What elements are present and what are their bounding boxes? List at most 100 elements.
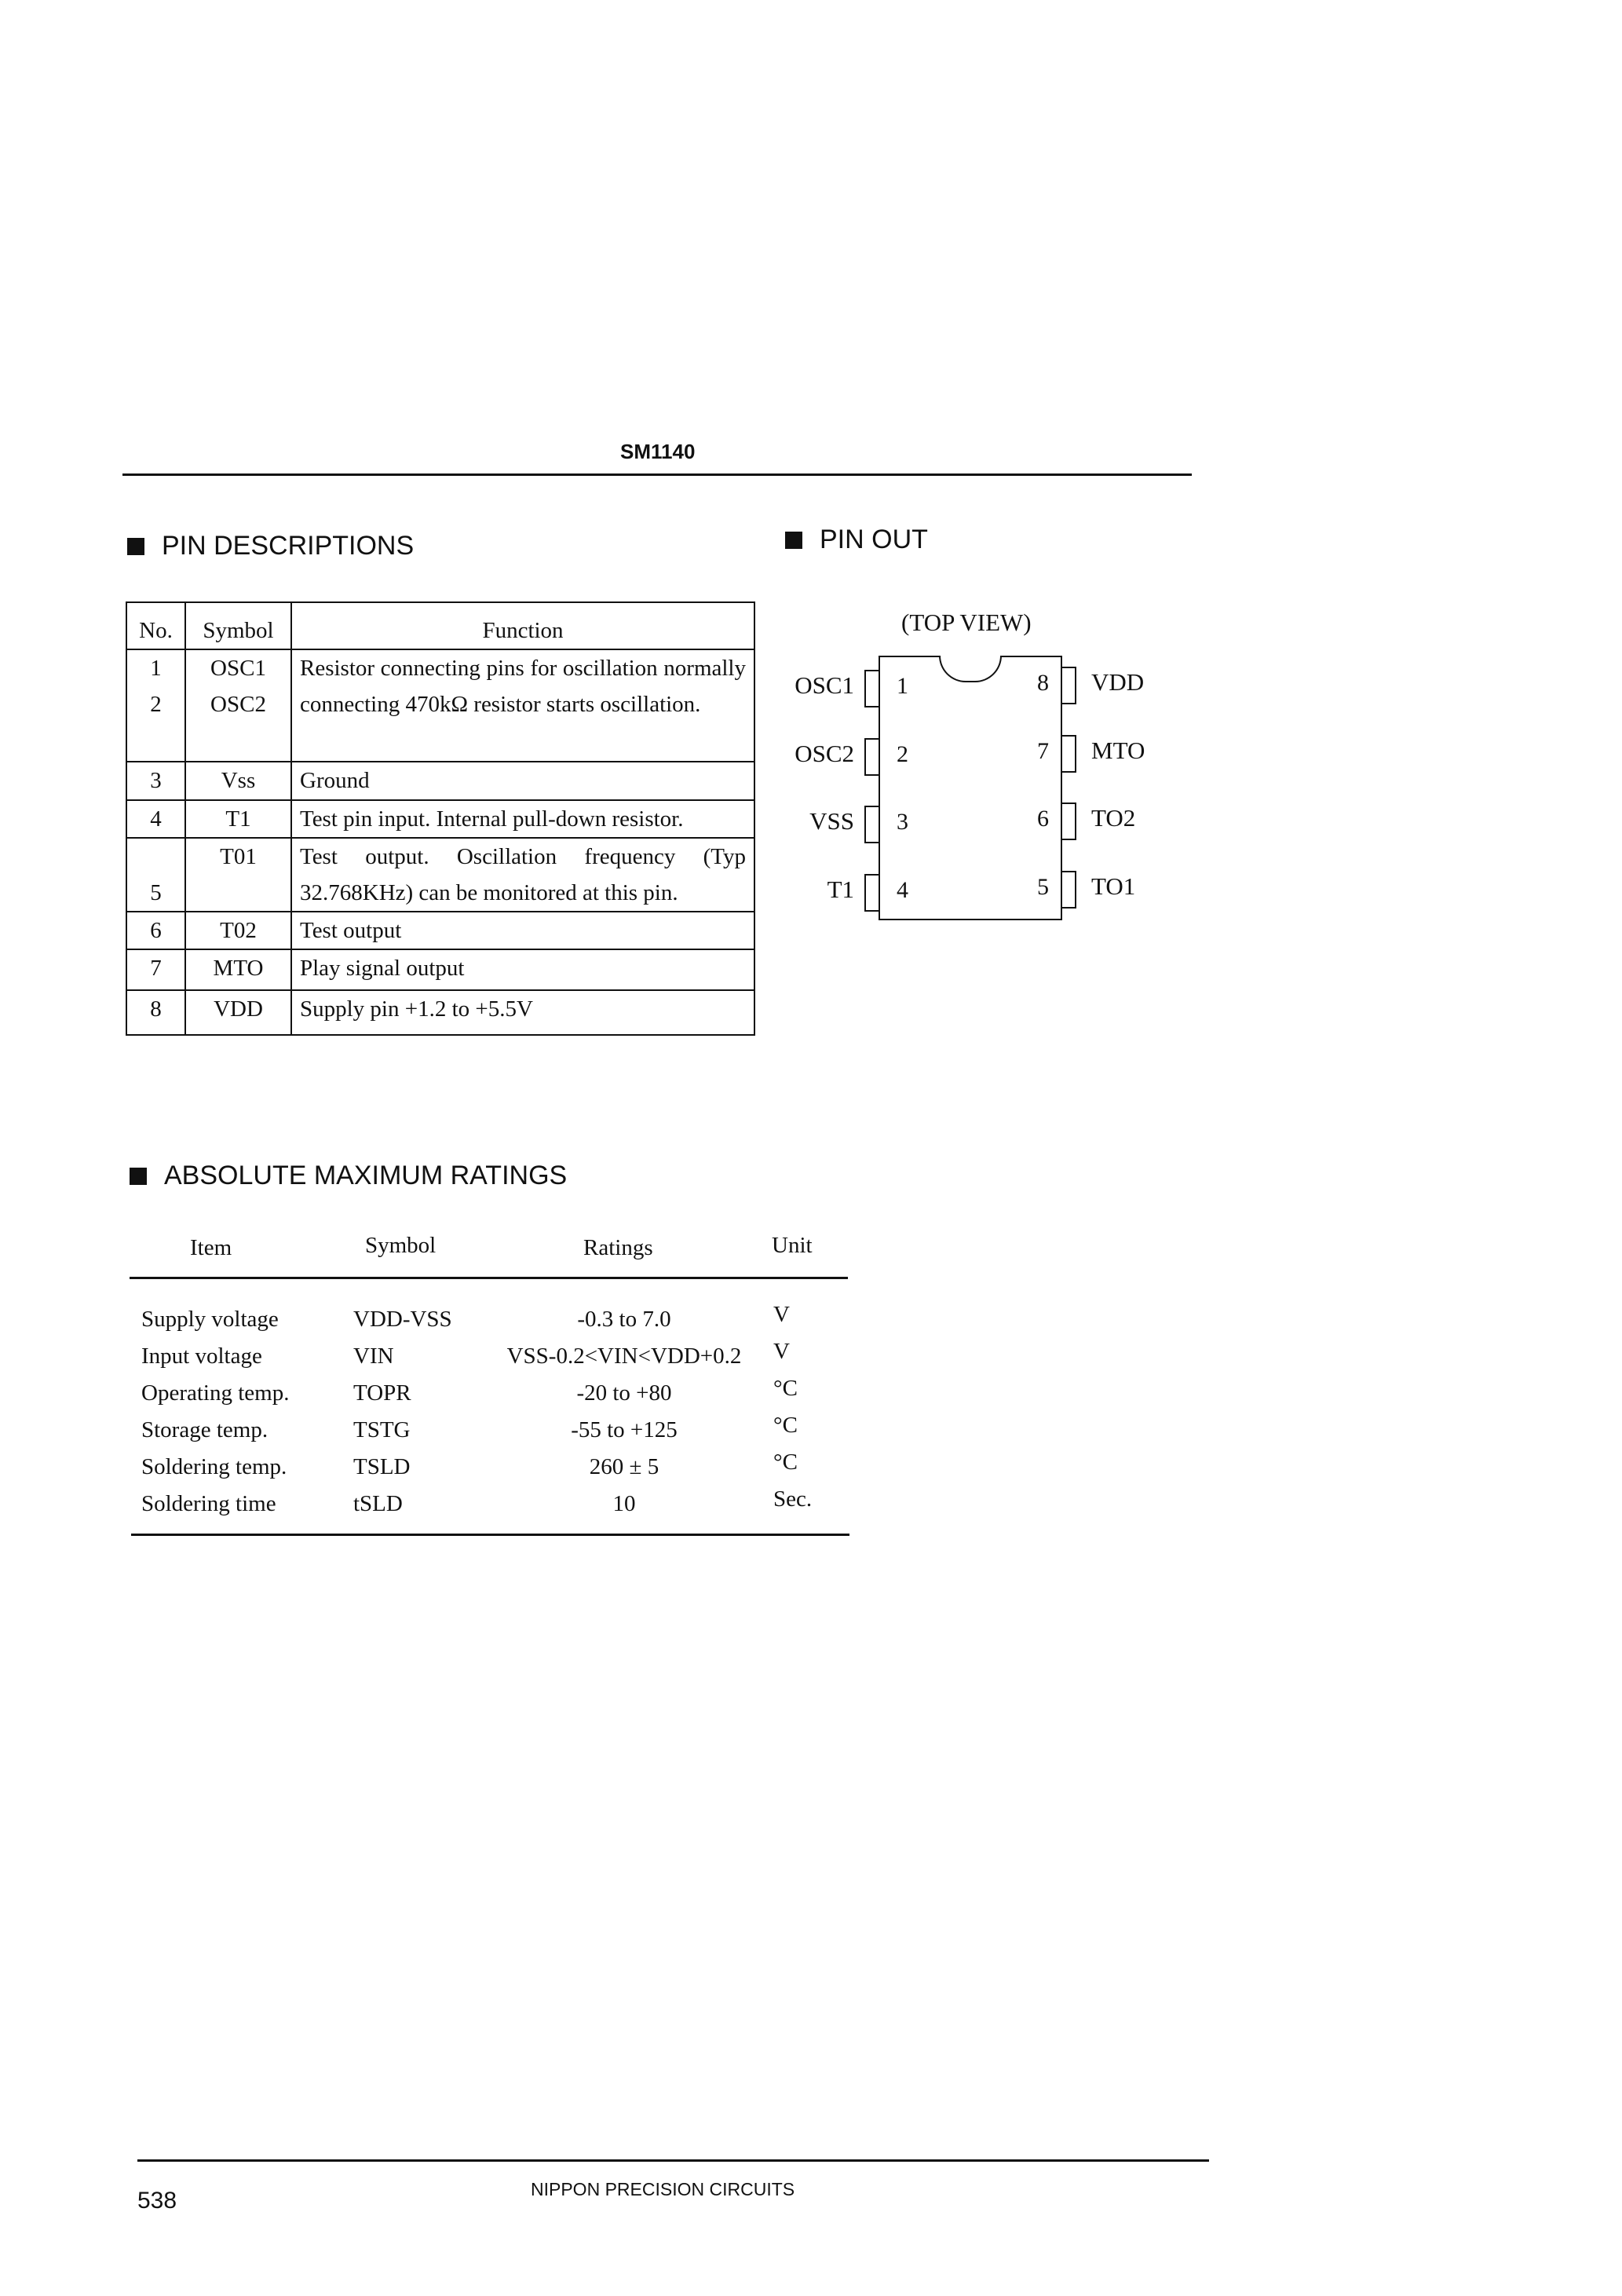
- pin-lead: [1061, 803, 1076, 840]
- pin-no: 4: [126, 799, 186, 839]
- pin-function: Ground: [290, 761, 755, 801]
- rating: 10: [612, 1491, 636, 1516]
- pin-descriptions-heading: PIN DESCRIPTIONS: [127, 531, 414, 561]
- pin-lead: [1061, 667, 1076, 704]
- heading-text: ABSOLUTE MAXIMUM RATINGS: [164, 1161, 568, 1190]
- part-number-header: SM1140: [620, 440, 696, 463]
- table-row: 7 MTO Play signal output: [126, 949, 755, 991]
- col-symbol: Symbol: [184, 601, 292, 650]
- pin-number: 7: [1037, 738, 1049, 764]
- bullet-square-icon: [785, 531, 802, 549]
- symbol: TOPR: [353, 1380, 411, 1406]
- symbol: TSLD: [353, 1454, 411, 1479]
- pin-no: 8: [126, 989, 186, 1036]
- unit: V: [773, 1302, 790, 1327]
- unit: V: [773, 1339, 790, 1364]
- bullet-square-icon: [130, 1167, 147, 1185]
- pin-number: 3: [897, 809, 908, 835]
- pin-function: Test output: [290, 911, 755, 950]
- pin-lead: [1061, 871, 1076, 909]
- pin-number: 2: [897, 741, 908, 767]
- pin-name: VSS: [809, 807, 854, 835]
- col-symbol: Symbol: [365, 1233, 437, 1258]
- pin-lead: [864, 738, 880, 776]
- table-row: 3 Vss Ground: [126, 761, 755, 801]
- pin-name: T1: [827, 876, 854, 903]
- item: Soldering time: [141, 1491, 276, 1516]
- pin-lead: [1061, 735, 1076, 773]
- pin-name: VDD: [1091, 668, 1145, 696]
- col-unit: Unit: [772, 1233, 813, 1258]
- pin-name: MTO: [1091, 737, 1145, 764]
- pin-name: OSC2: [795, 740, 854, 767]
- pin-name: TO2: [1091, 804, 1136, 832]
- heading-text: PIN DESCRIPTIONS: [162, 531, 415, 561]
- table-header-row: No. Symbol Function: [126, 601, 755, 650]
- header-rule: [122, 473, 1192, 476]
- table-row: 4 T1 Test pin input. Internal pull-down …: [126, 799, 755, 839]
- col-item: Item: [190, 1235, 232, 1260]
- pin-out-heading: PIN OUT: [785, 525, 928, 555]
- table-rule: [131, 1534, 849, 1536]
- rating: 260 ± 5: [589, 1454, 659, 1479]
- pin-name: TO1: [1091, 872, 1136, 900]
- rating: -55 to +125: [571, 1417, 678, 1442]
- pin-symbol: T01: [184, 837, 292, 912]
- pin-function: Test pin input. Internal pull-down resis…: [290, 799, 755, 839]
- pin-number: 1: [897, 673, 908, 699]
- symbol: VDD-VSS: [353, 1307, 452, 1332]
- dip8-package: [879, 656, 1062, 920]
- heading-text: PIN OUT: [820, 525, 928, 554]
- pin-number: 8: [1037, 670, 1049, 696]
- pin-lead: [864, 670, 880, 707]
- unit: °C: [773, 1450, 798, 1475]
- pin-no: 3: [126, 761, 186, 801]
- pin-function: Supply pin +1.2 to +5.5V: [290, 989, 755, 1036]
- col-no: No.: [126, 601, 186, 650]
- unit: Sec.: [773, 1486, 813, 1512]
- absolute-maximum-ratings-heading: ABSOLUTE MAXIMUM RATINGS: [130, 1161, 567, 1191]
- pin-symbol: Vss: [184, 761, 292, 801]
- table-row: 8 VDD Supply pin +1.2 to +5.5V: [126, 989, 755, 1036]
- item: Input voltage: [141, 1344, 262, 1369]
- symbol: TSTG: [353, 1417, 411, 1442]
- pin-function: Resistor connecting pins for oscillation…: [290, 649, 755, 762]
- unit: °C: [773, 1376, 798, 1401]
- pin-symbol-value: OSC2: [210, 692, 266, 717]
- table-rule: [130, 1277, 848, 1279]
- pin-lead: [864, 806, 880, 843]
- pin-no: 7: [126, 949, 186, 991]
- pin-function: Test output. Oscillation frequency (Typ …: [290, 837, 755, 912]
- rating: -20 to +80: [576, 1380, 672, 1406]
- pin-symbol: OSC1 OSC2: [184, 649, 292, 762]
- pin-no: 6: [126, 911, 186, 950]
- item: Storage temp.: [141, 1417, 269, 1442]
- col-ratings: Ratings: [583, 1235, 653, 1260]
- package-notch: [939, 656, 1002, 682]
- pin-number: 5: [1037, 874, 1049, 900]
- rating: -0.3 to 7.0: [577, 1307, 671, 1332]
- pin-symbol-value: OSC1: [210, 656, 266, 681]
- pin-no-value: 2: [150, 692, 162, 717]
- item: Operating temp.: [141, 1380, 290, 1406]
- rating: VSS-0.2<VIN<VDD+0.2: [506, 1344, 742, 1369]
- pin-symbol: T1: [184, 799, 292, 839]
- company-name: NIPPON PRECISION CIRCUITS: [531, 2179, 795, 2199]
- pin-lead: [864, 874, 880, 912]
- pin-number: 4: [897, 877, 908, 903]
- item: Supply voltage: [141, 1307, 279, 1332]
- col-function: Function: [290, 601, 755, 650]
- bullet-square-icon: [127, 537, 144, 555]
- symbol: VIN: [353, 1344, 394, 1369]
- pin-number: 6: [1037, 806, 1049, 832]
- symbol: tSLD: [353, 1491, 403, 1516]
- footer-rule: [137, 2159, 1209, 2162]
- page-number: 538: [137, 2188, 177, 2214]
- pin-name: OSC1: [795, 671, 854, 699]
- pin-symbol: VDD: [184, 989, 292, 1036]
- pin-no: 5: [126, 837, 186, 912]
